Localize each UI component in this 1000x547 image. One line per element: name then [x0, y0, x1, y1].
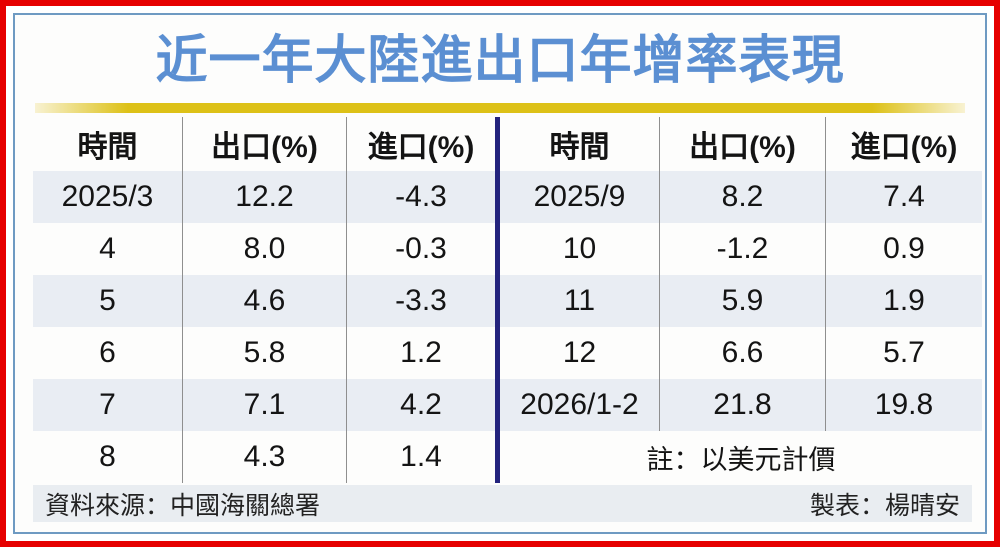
- table-cell: 8: [33, 431, 183, 483]
- table-cell: 6: [33, 327, 183, 379]
- table-cell: 2025/9: [500, 171, 660, 223]
- col-header-export: 出口(%): [183, 117, 347, 171]
- table-cell: 10: [500, 223, 660, 275]
- table-cell: 5: [33, 275, 183, 327]
- table-right: 時間 出口(%) 進口(%) 2025/9 8.2 7.4 10 -1.2 0.…: [500, 117, 982, 483]
- table-cell: 8.0: [183, 223, 347, 275]
- table-cell: 2026/1-2: [500, 379, 660, 431]
- table-cell: 1.4: [400, 440, 442, 473]
- blue-border-frame: 近一年大陸進出口年增率表現 時間 出口(%) 進口(%) 2025/3 12.2…: [13, 13, 987, 534]
- table-cell: -0.3: [395, 232, 447, 265]
- table-cell: 5.9: [660, 275, 826, 327]
- table-cell: 19.8: [826, 379, 982, 431]
- table-cell: 1.9: [826, 275, 982, 327]
- col-header-import: 進口(%): [367, 131, 475, 164]
- col-header-time: 時間: [33, 117, 183, 171]
- table-cell: 1.2: [400, 336, 442, 369]
- table-cell: 7.1: [183, 379, 347, 431]
- table-cell: 12: [500, 327, 660, 379]
- table-cell: -1.2: [660, 223, 826, 275]
- source-text: 資料來源：中國海關總署: [45, 491, 321, 520]
- table-cell: -3.3: [347, 275, 495, 327]
- table-cell: 21.8: [660, 379, 826, 431]
- table-cell: 0.9: [883, 232, 925, 265]
- table-cell: 7: [33, 379, 183, 431]
- table-cell: 11: [500, 275, 660, 327]
- col-header-import: 進口(%): [850, 131, 958, 164]
- credit-text: 製表：楊晴安: [809, 491, 960, 520]
- table-cell: 5.8: [183, 327, 347, 379]
- table-cell: 8.2: [660, 171, 826, 223]
- table-cell: 4.3: [183, 431, 347, 483]
- table-cell: 4.2: [347, 379, 495, 431]
- center-divider: [495, 117, 500, 483]
- table-cell: 12.2: [183, 171, 347, 223]
- table-cell: 4: [33, 223, 183, 275]
- table-cell: 5.7: [883, 336, 925, 369]
- page-title: 近一年大陸進出口年增率表現: [155, 32, 845, 90]
- table-cell: 7.4: [826, 171, 982, 223]
- tables-container: 時間 出口(%) 進口(%) 2025/3 12.2 -4.3 4 8.0 -0…: [33, 117, 982, 483]
- table-cell: -4.3: [347, 171, 495, 223]
- footer-bar: 資料來源：中國海關總署 製表：楊晴安: [33, 485, 972, 522]
- table-cell: 6.6: [660, 327, 826, 379]
- col-header-time: 時間: [500, 117, 660, 171]
- table-cell: 2025/3: [33, 171, 183, 223]
- col-header-export: 出口(%): [660, 117, 826, 171]
- table-left: 時間 出口(%) 進口(%) 2025/3 12.2 -4.3 4 8.0 -0…: [33, 117, 495, 483]
- gold-accent-bar: [35, 103, 965, 113]
- table-cell: 4.6: [183, 275, 347, 327]
- table-note: 註：以美元計價: [646, 444, 836, 475]
